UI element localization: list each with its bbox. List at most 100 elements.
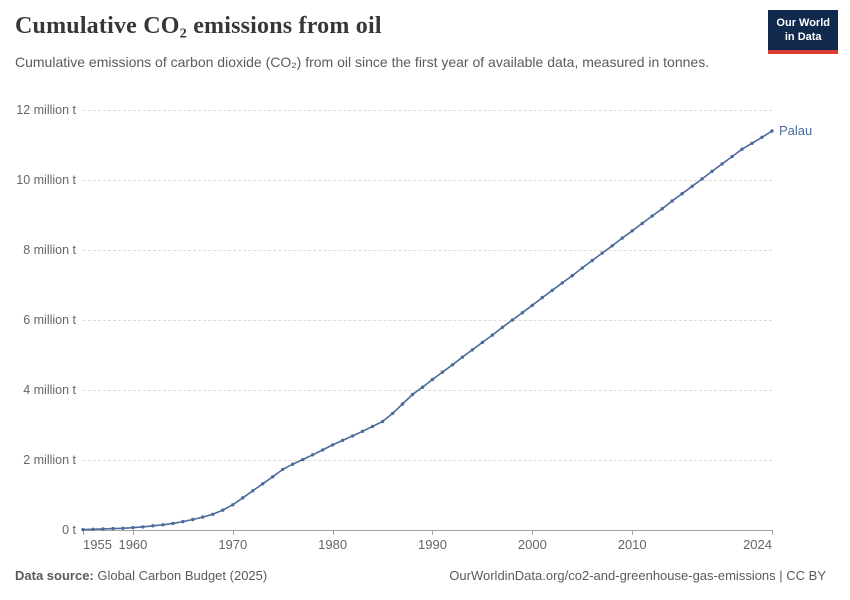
data-point[interactable]: [360, 429, 365, 433]
data-point[interactable]: [101, 527, 105, 531]
gridline: [83, 460, 772, 461]
y-axis-label: 10 million t: [16, 173, 76, 187]
gridline: [83, 250, 772, 251]
data-point[interactable]: [690, 184, 694, 188]
data-point[interactable]: [760, 135, 764, 139]
data-point[interactable]: [700, 177, 704, 181]
data-point[interactable]: [720, 162, 724, 166]
data-point[interactable]: [610, 244, 614, 248]
data-point[interactable]: [600, 251, 604, 255]
data-point[interactable]: [241, 496, 245, 500]
data-point[interactable]: [620, 236, 624, 240]
data-point[interactable]: [770, 129, 774, 133]
data-point[interactable]: [171, 521, 175, 526]
data-point[interactable]: [221, 508, 225, 512]
data-point[interactable]: [151, 524, 155, 528]
data-point[interactable]: [261, 482, 265, 486]
data-point[interactable]: [510, 318, 515, 322]
data-point[interactable]: [560, 281, 564, 285]
y-axis-label: 12 million t: [16, 103, 76, 117]
data-point[interactable]: [430, 377, 435, 382]
data-point[interactable]: [640, 221, 644, 226]
data-point[interactable]: [181, 519, 185, 524]
data-point[interactable]: [450, 363, 455, 367]
y-axis-label: 8 million t: [23, 243, 76, 257]
x-axis-label: 1955: [83, 537, 112, 552]
data-point[interactable]: [580, 266, 584, 270]
line-series[interactable]: [81, 110, 774, 532]
data-point[interactable]: [400, 402, 405, 406]
data-point[interactable]: [500, 325, 505, 329]
data-point[interactable]: [211, 512, 215, 516]
data-point[interactable]: [750, 141, 754, 145]
data-point[interactable]: [740, 147, 744, 151]
data-point[interactable]: [650, 214, 654, 218]
x-axis-label: 1970: [218, 537, 248, 552]
x-tick: [532, 530, 534, 535]
data-point[interactable]: [141, 525, 145, 529]
data-point[interactable]: [470, 348, 475, 352]
series-label-palau[interactable]: Palau: [779, 123, 813, 138]
data-point[interactable]: [680, 192, 684, 196]
data-point[interactable]: [590, 258, 594, 263]
data-point[interactable]: [670, 199, 674, 203]
data-point[interactable]: [370, 424, 375, 429]
data-point[interactable]: [131, 525, 135, 530]
data-point[interactable]: [251, 489, 255, 493]
x-axis-label: 1990: [418, 537, 447, 552]
data-point[interactable]: [161, 523, 165, 527]
data-point[interactable]: [281, 467, 285, 472]
data-point[interactable]: [81, 527, 85, 532]
gridline: [83, 180, 772, 181]
gridline: [83, 390, 772, 391]
data-point[interactable]: [380, 419, 385, 424]
data-point[interactable]: [321, 448, 325, 452]
gridline: [83, 110, 772, 111]
owid-logo[interactable]: Our World in Data: [768, 10, 838, 54]
data-point[interactable]: [311, 453, 315, 457]
data-source: Data source: Global Carbon Budget (2025): [15, 568, 267, 583]
data-point[interactable]: [91, 527, 95, 531]
data-point[interactable]: [420, 385, 425, 389]
data-point[interactable]: [271, 475, 275, 479]
chart-subtitle: Cumulative emissions of carbon dioxide (…: [15, 54, 710, 70]
data-point[interactable]: [660, 207, 664, 211]
data-point[interactable]: [291, 462, 295, 466]
data-point[interactable]: [201, 515, 205, 519]
data-point[interactable]: [630, 229, 634, 233]
x-tick: [432, 530, 434, 535]
data-point[interactable]: [540, 295, 544, 300]
data-point[interactable]: [460, 355, 465, 359]
data-point[interactable]: [710, 169, 714, 173]
data-point[interactable]: [301, 457, 305, 462]
data-point[interactable]: [410, 392, 415, 397]
data-point[interactable]: [550, 288, 554, 292]
data-point[interactable]: [520, 311, 525, 315]
data-point[interactable]: [231, 503, 235, 507]
x-tick: [132, 530, 134, 535]
y-axis-label: 6 million t: [23, 313, 76, 327]
data-point[interactable]: [111, 526, 115, 531]
data-point[interactable]: [340, 438, 345, 443]
data-point[interactable]: [730, 154, 734, 159]
data-point[interactable]: [350, 434, 355, 438]
x-axis-label: 2000: [517, 537, 547, 552]
y-axis-label: 2 million t: [23, 453, 76, 467]
data-point[interactable]: [480, 340, 485, 345]
x-axis-label: 1960: [118, 537, 148, 552]
data-point[interactable]: [530, 303, 534, 307]
x-tick: [83, 530, 84, 535]
x-tick: [232, 530, 234, 535]
x-tick: [772, 530, 773, 535]
data-point[interactable]: [490, 333, 495, 337]
gridline: [83, 320, 772, 321]
emissions-line: [82, 130, 773, 531]
data-point[interactable]: [191, 517, 195, 522]
data-point[interactable]: [121, 526, 125, 530]
footer-link[interactable]: OurWorldinData.org/co2-and-greenhouse-ga…: [449, 568, 826, 583]
data-point[interactable]: [440, 370, 445, 374]
data-point[interactable]: [390, 411, 395, 416]
data-point[interactable]: [570, 273, 574, 278]
data-point[interactable]: [330, 443, 335, 447]
